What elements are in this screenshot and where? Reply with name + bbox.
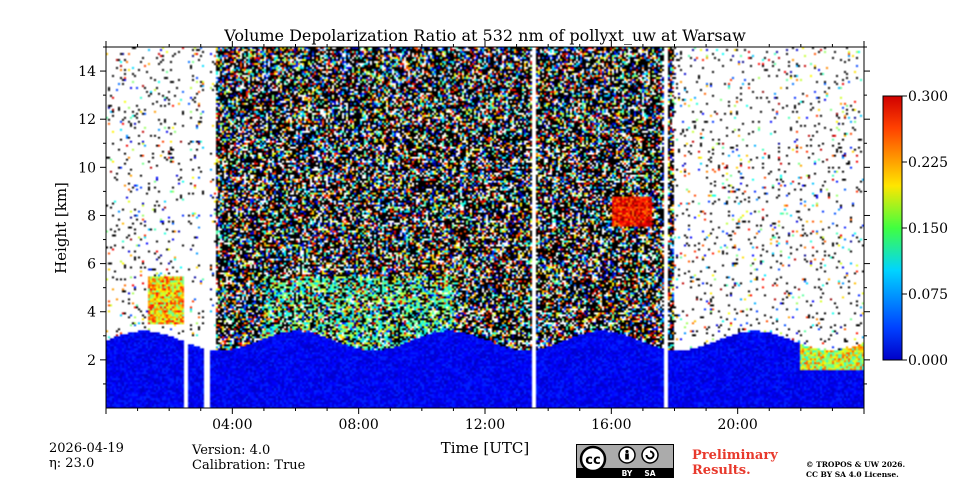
by-person-body xyxy=(625,453,629,460)
y-tick-label: 2 xyxy=(87,353,96,369)
x-tick-label: 12:00 xyxy=(465,417,505,433)
x-axis-label: Time [UTC] xyxy=(441,439,530,457)
preliminary-results-notice: Preliminary Results. xyxy=(692,448,778,478)
y-tick-label: 14 xyxy=(78,64,96,80)
x-tick-label: 16:00 xyxy=(591,417,631,433)
y-tick-label: 6 xyxy=(87,257,96,273)
y-axis-label: Height [km] xyxy=(52,182,70,274)
colorbar-tick-label: 0.075 xyxy=(908,287,948,303)
by-text: BY xyxy=(622,469,633,478)
eta-text: η: 23.0 xyxy=(49,456,95,471)
colorbar-tick-label: 0.000 xyxy=(908,353,948,369)
colorbar-gradient xyxy=(882,95,903,361)
colorbar-tick-label: 0.150 xyxy=(908,221,948,237)
plot-area xyxy=(105,46,865,409)
by-person-head xyxy=(625,449,629,454)
preliminary-line2: Results. xyxy=(692,463,751,478)
colorbar: 0.000 0.075 0.150 0.225 0.300 xyxy=(882,89,948,369)
version-text: Version: 4.0 xyxy=(192,443,271,458)
y-tick-label: 8 xyxy=(87,208,96,224)
sa-arrow-icon xyxy=(645,450,655,460)
cc-by-sa-badge: cc BY SA xyxy=(576,444,674,478)
y-axis: 2 4 6 8 10 12 14 xyxy=(78,46,870,385)
sa-share-icon xyxy=(641,446,659,464)
cc-text: cc xyxy=(585,453,600,468)
x-tick-label: 20:00 xyxy=(717,417,757,433)
depolarization-heatmap xyxy=(106,47,864,408)
colorbar-tick-label: 0.225 xyxy=(908,155,948,171)
date-text: 2026-04-19 xyxy=(49,441,124,456)
license-line1: © TROPOS & UW 2026. xyxy=(806,460,906,469)
sa-text: SA xyxy=(644,469,655,478)
preliminary-line1: Preliminary xyxy=(692,448,778,463)
x-tick-label: 04:00 xyxy=(212,417,252,433)
footer-version: Version: 4.0 Calibration: True xyxy=(192,443,305,473)
license-notice: © TROPOS & UW 2026. CC BY SA 4.0 License… xyxy=(806,460,905,480)
x-axis: 04:00 08:00 12:00 16:00 20:00 xyxy=(105,41,865,433)
colorbar-tick-label: 0.300 xyxy=(908,89,948,105)
y-tick-label: 10 xyxy=(78,160,96,176)
colorbar-ticks: 0.000 0.075 0.150 0.225 0.300 xyxy=(902,89,948,369)
license-line2: CC BY SA 4.0 License. xyxy=(806,470,899,479)
y-tick-label: 12 xyxy=(78,112,96,128)
calibration-text: Calibration: True xyxy=(192,458,306,473)
y-tick-label: 4 xyxy=(87,305,96,321)
footer-left: 2026-04-19 η: 23.0 xyxy=(49,441,124,471)
x-tick-label: 08:00 xyxy=(338,417,378,433)
cc-logo-icon xyxy=(579,445,607,473)
chart-title: Volume Depolarization Ratio at 532 nm of… xyxy=(223,26,746,45)
